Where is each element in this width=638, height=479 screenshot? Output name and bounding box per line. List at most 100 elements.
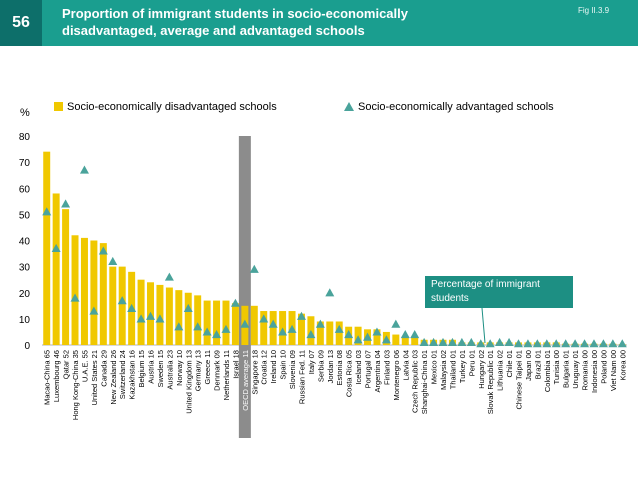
x-tick-label: Luxembourg 46 (52, 350, 61, 402)
x-tick-label: Spain 10 (279, 350, 288, 380)
data-marker (532, 339, 542, 348)
data-marker (476, 339, 486, 348)
x-tick-label: Turkey 01 (458, 350, 467, 383)
data-marker (259, 314, 269, 323)
data-marker (146, 311, 156, 320)
x-tick-label: United Kingdom 13 (184, 350, 193, 414)
x-tick-label: Serbia 09 (316, 350, 325, 382)
x-tick-label: Viet Nam 00 (609, 350, 618, 391)
data-bar (392, 334, 400, 345)
x-tick-label: Hungary 02 (477, 350, 486, 389)
data-marker (51, 243, 61, 252)
figure-label: Fig II.3.9 (578, 6, 610, 15)
data-bar (213, 300, 221, 345)
data-marker (344, 330, 354, 339)
data-marker (127, 303, 137, 313)
y-tick-label: 40 (19, 237, 31, 248)
data-marker (429, 337, 439, 346)
x-tick-label: Montenegro 06 (392, 350, 401, 400)
data-marker (391, 319, 401, 328)
x-tick-label: Germany 13 (194, 350, 203, 391)
y-axis-label: % (20, 107, 30, 119)
data-bar (231, 303, 239, 345)
data-bar (109, 266, 117, 345)
data-bar (250, 305, 258, 345)
data-bar (316, 321, 324, 345)
x-tick-label: New Zealand 26 (109, 350, 118, 405)
data-marker (221, 324, 231, 333)
data-marker (495, 337, 505, 346)
data-bar (71, 235, 79, 345)
x-tick-label: Uruguay 01 (571, 350, 580, 389)
x-tick-label: OECD average 11 (241, 350, 250, 411)
x-tick-label: Switzerland 24 (118, 350, 127, 399)
data-marker (98, 246, 108, 255)
data-marker (108, 256, 118, 265)
x-tick-label: Chinese Taipei 01 (514, 350, 523, 410)
data-marker (42, 207, 52, 216)
data-marker (79, 165, 89, 174)
annotation-pointer (481, 307, 486, 344)
data-marker (598, 339, 608, 348)
data-marker (438, 337, 448, 346)
data-marker (136, 314, 146, 323)
y-tick-label: 0 (24, 341, 30, 352)
data-marker (363, 332, 373, 341)
data-marker (278, 327, 288, 336)
oecd-average-highlight (238, 136, 251, 438)
x-tick-label: Shanghai-China 01 (420, 350, 429, 414)
legend-label: Socio-economically advantaged schools (358, 101, 554, 113)
data-bar (373, 329, 381, 345)
x-tick-label: Indonesia 00 (590, 350, 599, 393)
data-marker (306, 330, 316, 339)
data-bar (43, 151, 51, 345)
x-tick-label: Peru 01 (467, 350, 476, 376)
x-tick-label: Austria 16 (147, 350, 156, 384)
data-bar (90, 240, 98, 345)
data-bar (222, 300, 230, 345)
x-tick-label: Norway 10 (175, 350, 184, 386)
y-tick-label: 30 (19, 263, 31, 274)
data-marker (447, 337, 457, 346)
data-bar (326, 321, 334, 345)
data-bar (184, 292, 192, 345)
data-marker (70, 293, 80, 302)
data-bar (411, 337, 419, 345)
x-tick-label: Bulgaria 01 (562, 350, 571, 388)
data-marker (504, 337, 514, 346)
data-marker (353, 335, 363, 344)
data-marker (287, 324, 297, 333)
data-bar (203, 300, 211, 345)
x-tick-label: Estonia 08 (335, 350, 344, 385)
y-tick-label: 50 (19, 210, 31, 221)
data-bar (52, 193, 60, 345)
data-marker (570, 339, 580, 348)
x-tick-label: Russian Fed. 11 (297, 350, 306, 404)
x-tick-label: Thailand 01 (448, 350, 457, 389)
data-marker (589, 339, 599, 348)
data-marker (580, 339, 590, 348)
chart-title: Proportion of immigrant students in soci… (62, 6, 408, 38)
x-tick-label: Chile 01 (505, 350, 514, 378)
y-tick-label: 10 (19, 315, 31, 326)
x-tick-label: Mexico 01 (430, 350, 439, 384)
x-tick-label: Japan 00 (524, 350, 533, 381)
data-bar (165, 287, 173, 345)
data-bar (335, 321, 343, 345)
x-tick-label: Iceland 03 (354, 350, 363, 385)
x-tick-label: Qatar 52 (62, 350, 71, 379)
x-tick-label: Canada 29 (99, 350, 108, 387)
data-marker (212, 330, 222, 339)
data-bar (260, 311, 268, 345)
data-marker (457, 337, 467, 346)
data-marker (561, 339, 571, 348)
data-marker (542, 339, 552, 348)
x-tick-label: Costa Rica 05 (345, 350, 354, 397)
data-marker (174, 322, 184, 331)
data-marker (240, 319, 250, 328)
data-marker (372, 327, 382, 336)
data-marker (617, 339, 627, 348)
x-tick-label: Jordan 13 (326, 350, 335, 383)
x-tick-label: Italy 07 (307, 350, 316, 374)
header-bar: 56 Proportion of immigrant students in s… (0, 0, 638, 46)
